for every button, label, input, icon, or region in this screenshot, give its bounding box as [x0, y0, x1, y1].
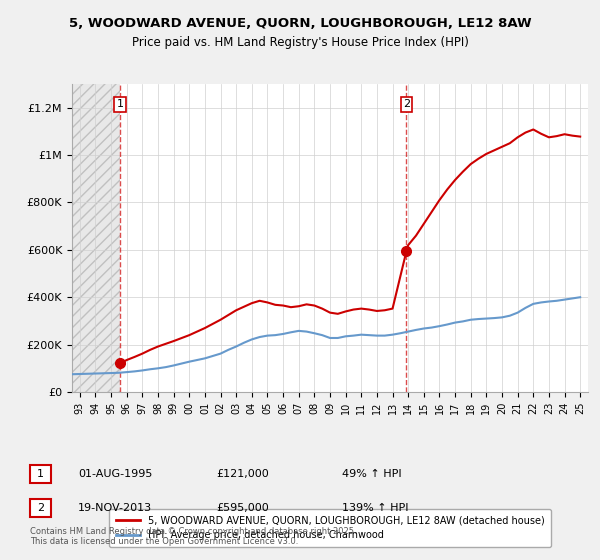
- Text: 2: 2: [37, 503, 44, 513]
- Text: 19-NOV-2013: 19-NOV-2013: [78, 503, 152, 513]
- Text: 2: 2: [403, 99, 410, 109]
- Text: Contains HM Land Registry data © Crown copyright and database right 2025.
This d: Contains HM Land Registry data © Crown c…: [30, 526, 356, 546]
- Text: 1: 1: [37, 469, 44, 479]
- Text: 01-AUG-1995: 01-AUG-1995: [78, 469, 152, 479]
- Text: 49% ↑ HPI: 49% ↑ HPI: [342, 469, 401, 479]
- Text: £121,000: £121,000: [216, 469, 269, 479]
- Legend: 5, WOODWARD AVENUE, QUORN, LOUGHBOROUGH, LE12 8AW (detached house), HPI: Average: 5, WOODWARD AVENUE, QUORN, LOUGHBOROUGH,…: [109, 509, 551, 547]
- Text: 5, WOODWARD AVENUE, QUORN, LOUGHBOROUGH, LE12 8AW: 5, WOODWARD AVENUE, QUORN, LOUGHBOROUGH,…: [68, 17, 532, 30]
- Text: Price paid vs. HM Land Registry's House Price Index (HPI): Price paid vs. HM Land Registry's House …: [131, 36, 469, 49]
- Text: 139% ↑ HPI: 139% ↑ HPI: [342, 503, 409, 513]
- Text: £595,000: £595,000: [216, 503, 269, 513]
- Text: 1: 1: [116, 99, 124, 109]
- Bar: [72, 84, 120, 392]
